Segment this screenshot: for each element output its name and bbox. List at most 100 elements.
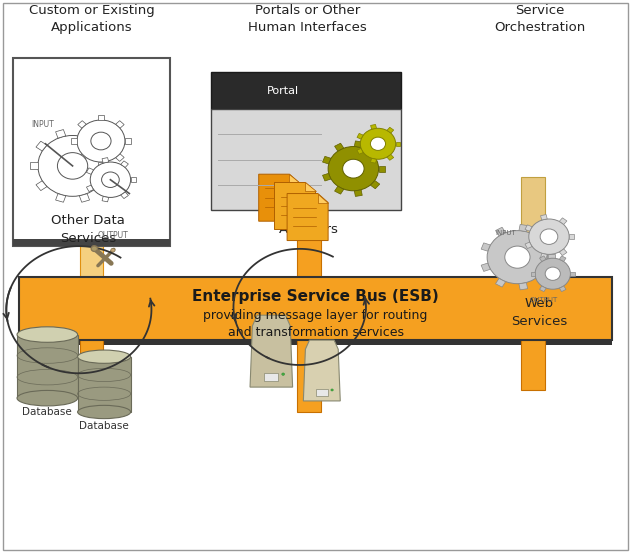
Bar xyxy=(80,340,103,395)
Circle shape xyxy=(505,246,530,268)
FancyBboxPatch shape xyxy=(569,234,574,239)
FancyBboxPatch shape xyxy=(98,115,104,120)
Circle shape xyxy=(102,172,119,187)
FancyBboxPatch shape xyxy=(370,149,380,157)
Polygon shape xyxy=(318,194,328,202)
Circle shape xyxy=(343,159,364,178)
FancyBboxPatch shape xyxy=(322,156,331,164)
FancyBboxPatch shape xyxy=(481,263,490,272)
Polygon shape xyxy=(259,174,300,221)
Text: Service
Orchestration: Service Orchestration xyxy=(494,4,585,34)
FancyBboxPatch shape xyxy=(540,286,546,291)
Text: Portal: Portal xyxy=(268,86,299,96)
FancyBboxPatch shape xyxy=(379,166,385,171)
Circle shape xyxy=(77,120,125,162)
Bar xyxy=(521,177,545,276)
FancyBboxPatch shape xyxy=(370,180,380,189)
Bar xyxy=(211,109,401,210)
Text: providing message layer for routing: providing message layer for routing xyxy=(203,310,428,322)
Circle shape xyxy=(540,229,558,244)
Polygon shape xyxy=(305,182,316,191)
FancyBboxPatch shape xyxy=(78,121,86,128)
FancyBboxPatch shape xyxy=(357,149,363,154)
Text: OUTPUT: OUTPUT xyxy=(98,231,129,239)
FancyBboxPatch shape xyxy=(86,168,93,174)
FancyBboxPatch shape xyxy=(80,129,90,138)
FancyBboxPatch shape xyxy=(560,256,566,262)
FancyBboxPatch shape xyxy=(495,279,505,287)
Bar xyxy=(19,276,612,340)
FancyBboxPatch shape xyxy=(56,129,66,138)
Bar xyxy=(316,389,328,396)
Bar xyxy=(264,373,278,382)
Circle shape xyxy=(529,219,569,254)
Text: INPUT: INPUT xyxy=(495,231,516,236)
Polygon shape xyxy=(274,182,316,229)
Bar xyxy=(297,340,321,412)
Circle shape xyxy=(90,162,131,197)
Circle shape xyxy=(91,246,98,252)
FancyBboxPatch shape xyxy=(355,141,362,148)
FancyBboxPatch shape xyxy=(131,177,136,182)
FancyBboxPatch shape xyxy=(525,225,532,231)
Text: Web
Services: Web Services xyxy=(511,297,568,328)
FancyBboxPatch shape xyxy=(36,141,47,151)
FancyBboxPatch shape xyxy=(78,154,86,161)
FancyBboxPatch shape xyxy=(322,174,331,181)
Polygon shape xyxy=(290,174,300,183)
Circle shape xyxy=(370,137,386,150)
Bar xyxy=(78,357,131,412)
Text: Adapters: Adapters xyxy=(280,223,339,236)
Circle shape xyxy=(360,128,396,159)
Bar xyxy=(13,239,170,246)
FancyBboxPatch shape xyxy=(102,158,109,163)
FancyBboxPatch shape xyxy=(519,283,528,290)
Text: Custom or Existing
Applications: Custom or Existing Applications xyxy=(28,4,155,34)
Ellipse shape xyxy=(78,405,131,419)
FancyBboxPatch shape xyxy=(71,138,77,144)
Circle shape xyxy=(91,132,111,150)
FancyBboxPatch shape xyxy=(538,233,548,243)
Polygon shape xyxy=(250,315,293,387)
FancyBboxPatch shape xyxy=(86,185,93,191)
Circle shape xyxy=(57,153,88,179)
Bar xyxy=(19,276,612,345)
Circle shape xyxy=(281,373,285,375)
Bar xyxy=(521,340,545,390)
Text: INPUT: INPUT xyxy=(32,120,54,129)
FancyBboxPatch shape xyxy=(560,286,566,291)
Circle shape xyxy=(545,267,560,280)
FancyBboxPatch shape xyxy=(334,186,344,194)
Circle shape xyxy=(487,231,548,284)
FancyBboxPatch shape xyxy=(541,253,547,259)
FancyBboxPatch shape xyxy=(559,218,567,225)
Text: Enterprise Service Bus (ESB): Enterprise Service Bus (ESB) xyxy=(192,289,439,304)
Circle shape xyxy=(535,258,570,289)
Text: OUTPUT: OUTPUT xyxy=(530,297,558,302)
Bar xyxy=(13,58,170,246)
Ellipse shape xyxy=(78,350,131,363)
Circle shape xyxy=(38,135,107,196)
Text: Database: Database xyxy=(80,421,129,431)
FancyBboxPatch shape xyxy=(80,194,90,202)
FancyBboxPatch shape xyxy=(531,272,535,276)
FancyBboxPatch shape xyxy=(115,121,124,128)
FancyBboxPatch shape xyxy=(121,161,128,168)
FancyBboxPatch shape xyxy=(102,196,109,202)
Bar xyxy=(211,72,401,109)
FancyBboxPatch shape xyxy=(559,249,567,255)
FancyBboxPatch shape xyxy=(538,272,548,281)
Bar xyxy=(80,210,103,276)
FancyBboxPatch shape xyxy=(387,127,394,133)
FancyBboxPatch shape xyxy=(548,254,555,260)
FancyBboxPatch shape xyxy=(56,194,66,202)
FancyBboxPatch shape xyxy=(98,141,109,151)
FancyBboxPatch shape xyxy=(481,243,490,251)
Text: Other Data
Services: Other Data Services xyxy=(51,214,126,245)
Bar xyxy=(297,188,321,276)
Polygon shape xyxy=(304,340,340,401)
FancyBboxPatch shape xyxy=(540,256,546,262)
FancyBboxPatch shape xyxy=(525,242,532,248)
Circle shape xyxy=(331,389,333,391)
FancyBboxPatch shape xyxy=(121,192,128,199)
